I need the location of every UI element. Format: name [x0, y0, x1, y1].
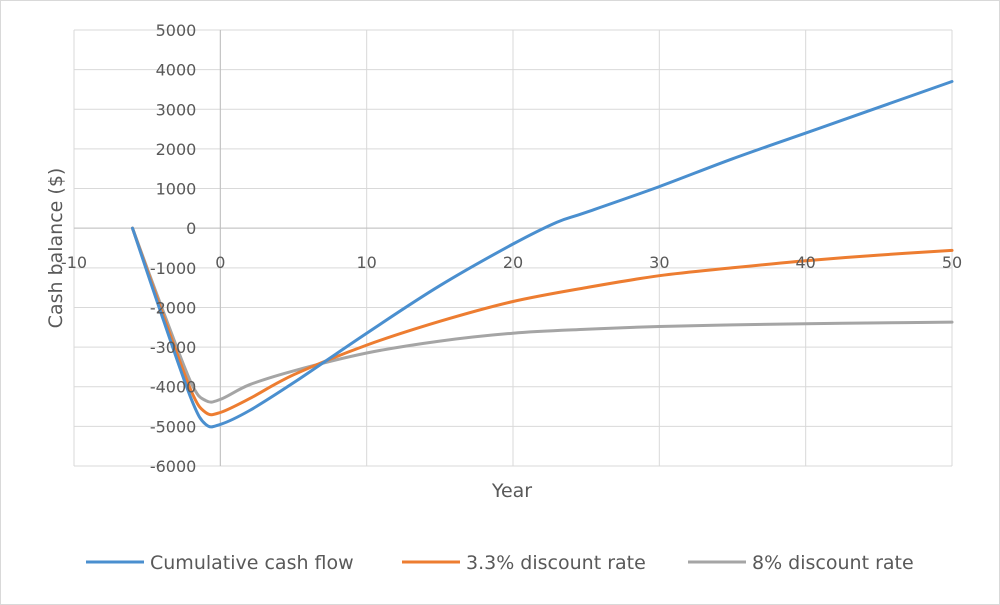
x-tick-labels: -10 0 10 20 30 40 50 — [61, 253, 962, 272]
legend-label: 8% discount rate — [752, 552, 914, 574]
x-tick-label: 50 — [942, 253, 962, 272]
y-tick-label: -5000 — [150, 417, 197, 436]
y-axis-title: Cash balance ($) — [45, 168, 67, 329]
y-tick-label: 4000 — [156, 61, 197, 80]
axes — [74, 30, 952, 466]
legend: Cumulative cash flow 3.3% discount rate 8%… — [86, 552, 914, 574]
legend-label: 3.3% discount rate — [466, 552, 646, 574]
y-tick-label: -4000 — [150, 378, 197, 397]
y-tick-label: 5000 — [156, 21, 197, 40]
series-line-0 — [131, 80, 954, 429]
legend-label: Cumulative cash flow — [150, 552, 354, 574]
y-tick-label: -6000 — [150, 457, 197, 476]
x-tick-label: 40 — [795, 253, 815, 272]
x-tick-label: 20 — [503, 253, 523, 272]
y-tick-labels: 5000 4000 3000 2000 1000 0 -1000 -2000 -3000 -400… — [150, 21, 197, 476]
y-tick-label: 2000 — [156, 140, 197, 159]
y-tick-label: 0 — [186, 219, 196, 238]
series-lines — [131, 80, 954, 429]
x-tick-label: -10 — [61, 253, 87, 272]
y-tick-label: -1000 — [150, 259, 197, 278]
y-tick-label: 1000 — [156, 180, 197, 199]
y-tick-label: 3000 — [156, 100, 197, 119]
x-tick-label: 10 — [356, 253, 376, 272]
x-tick-label: 0 — [215, 253, 225, 272]
y-tick-label: -2000 — [150, 298, 197, 317]
series-line-2 — [131, 226, 954, 404]
x-axis-title: Year — [491, 480, 532, 502]
x-tick-label: 30 — [649, 253, 669, 272]
series-line-1 — [131, 226, 954, 417]
y-tick-label: -3000 — [150, 338, 197, 357]
